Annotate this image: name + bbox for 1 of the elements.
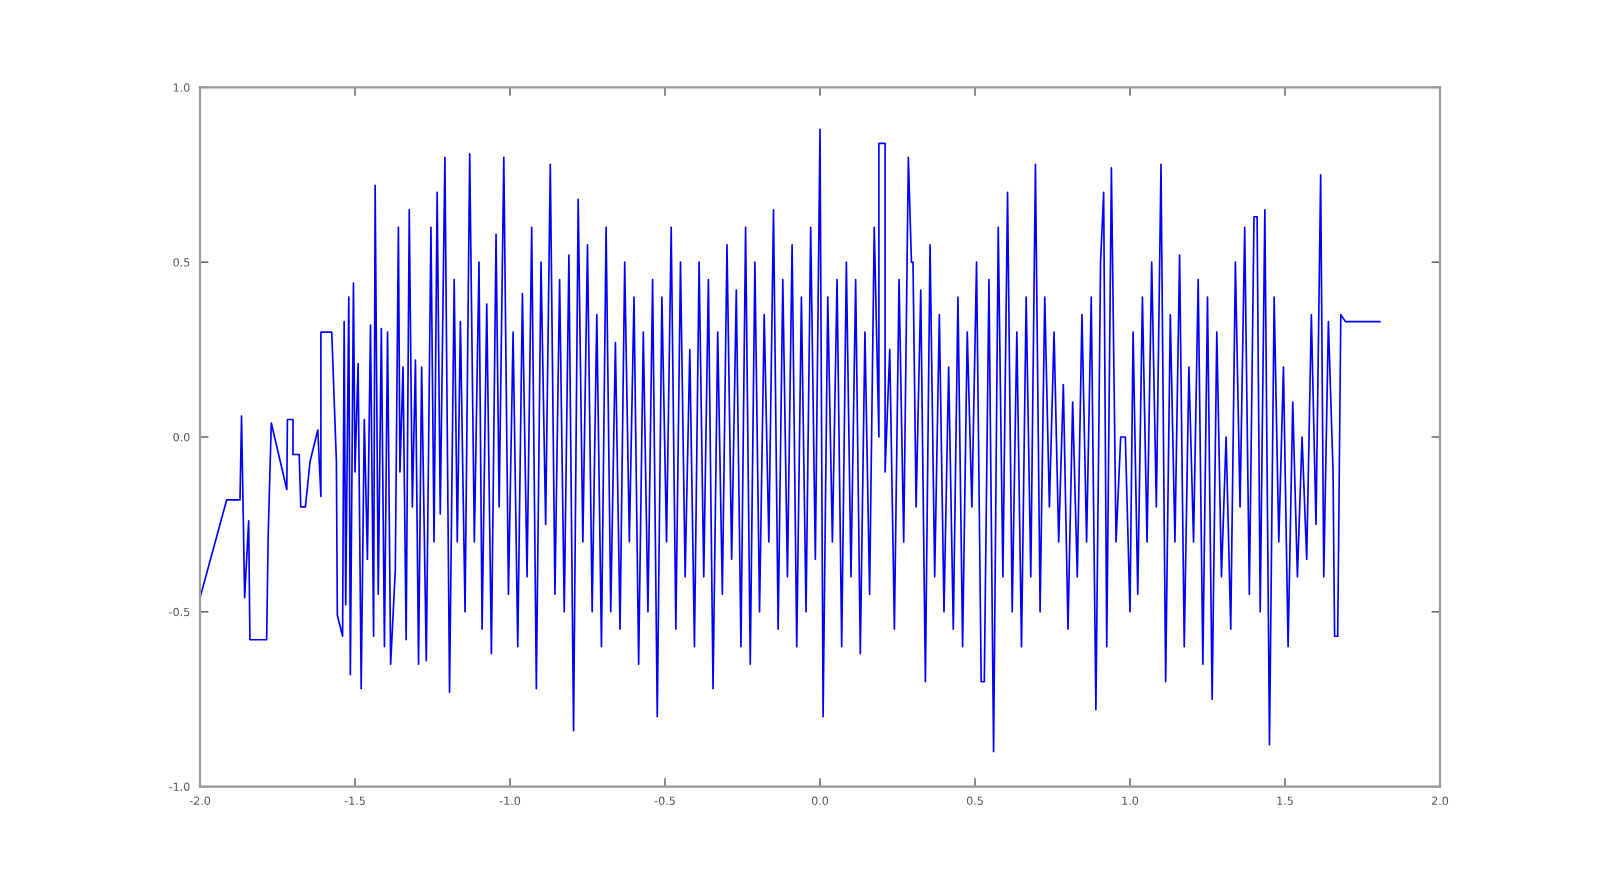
line-series — [200, 128, 1381, 753]
